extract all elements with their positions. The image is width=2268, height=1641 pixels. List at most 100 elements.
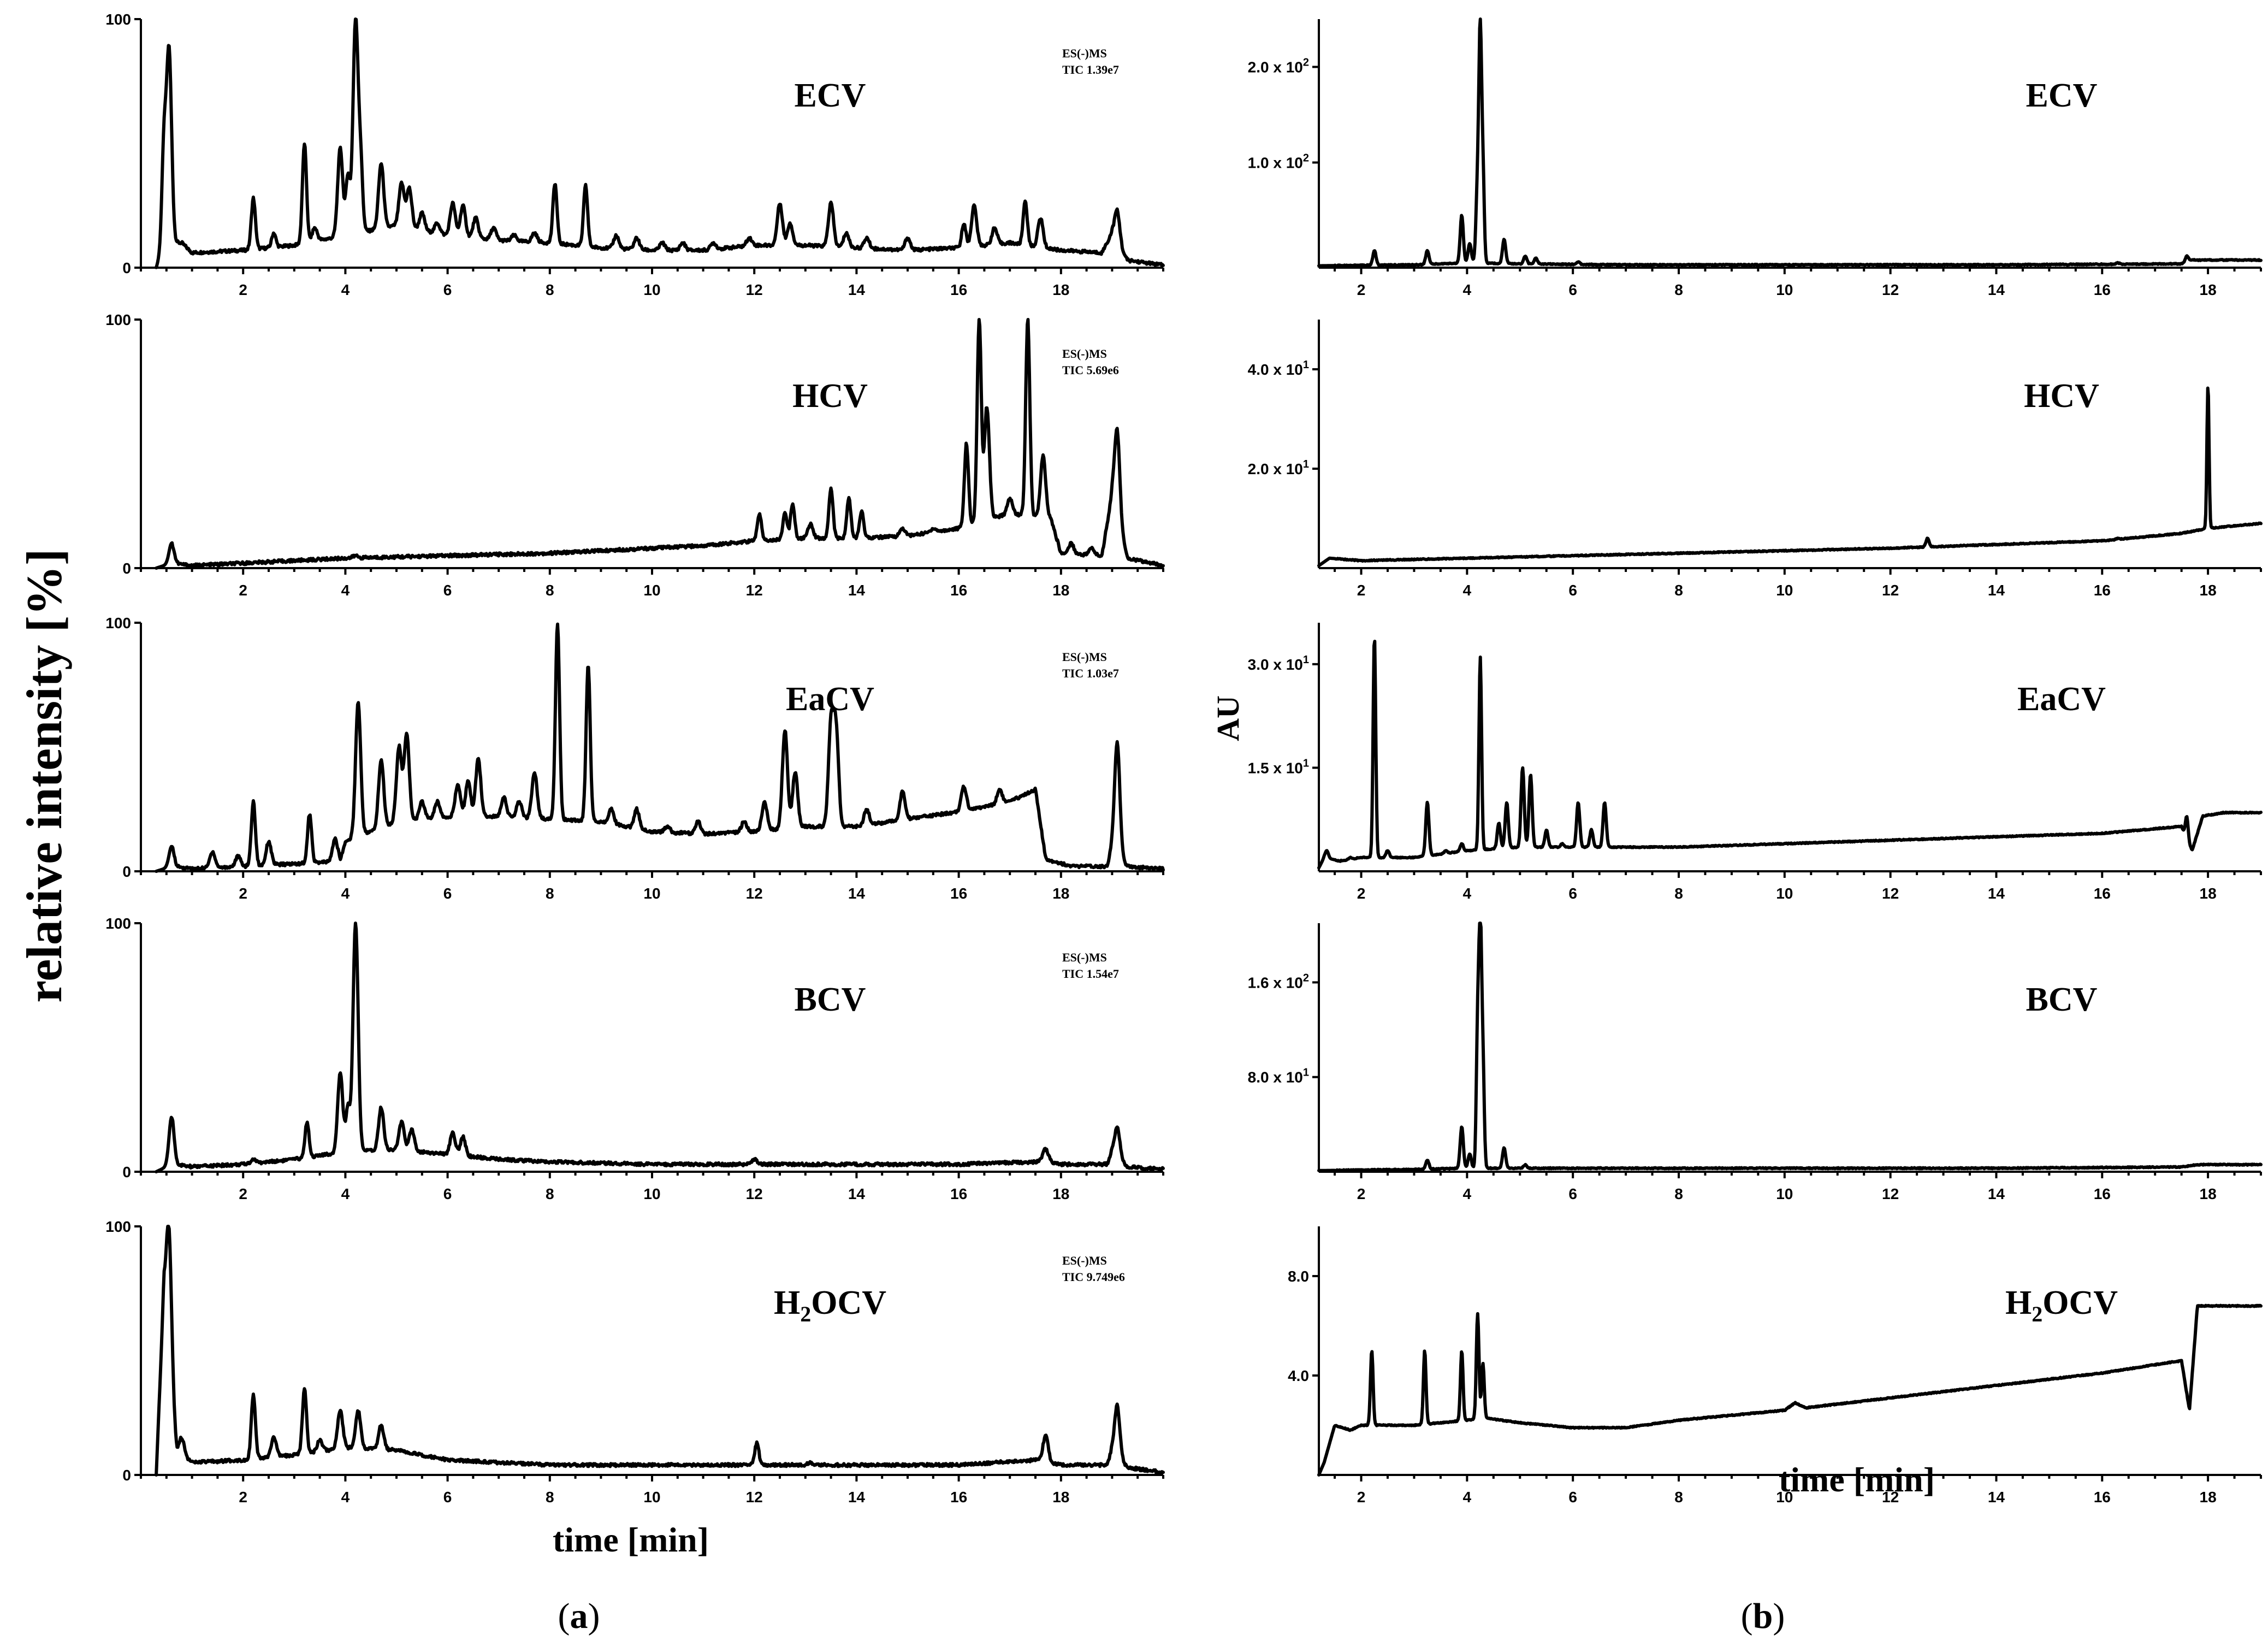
chart-a-bcv: 2 4 6 8 10 12 14 16 18 0 100 BCV ES(-)MS TIC 1.54e7: [105, 915, 1165, 1202]
x-tick-label: 8: [546, 885, 554, 902]
x-tick-label: 12: [746, 885, 763, 902]
x-tick-label: 14: [1988, 281, 2005, 298]
y-tick-label: 4.0: [1288, 1367, 1309, 1384]
ms-annotation: ES(-)MS: [1062, 650, 1107, 664]
x-tick-label: 12: [746, 281, 763, 298]
x-tick-label: 16: [2094, 1185, 2111, 1202]
x-tick-label: 6: [443, 885, 452, 902]
ms-annotation: TIC 9.749e6: [1062, 1270, 1125, 1284]
x-tick-label: 10: [643, 1185, 660, 1202]
x-tick-label: 16: [950, 281, 967, 298]
chart-a-hcv: 2 4 6 8 10 12 14 16 18 0 100 HCV ES(-)MS TIC 5.69e6: [105, 311, 1165, 599]
x-tick-label: 14: [848, 885, 866, 902]
y-tick-label: 100: [105, 1218, 131, 1235]
x-tick-label: 18: [2200, 1185, 2217, 1202]
x-tick-label: 14: [1988, 885, 2005, 902]
x-tick-label: 14: [1988, 582, 2005, 599]
trace-line: [155, 1225, 1165, 1477]
x-tick-label: 14: [1988, 1489, 2005, 1506]
x-tick-label: 4: [1463, 1489, 1472, 1506]
x-tick-label: 10: [643, 281, 660, 298]
x-tick-label: 4: [341, 582, 350, 599]
x-tick-label: 18: [1052, 582, 1069, 599]
x-tick-label: 8: [1674, 1185, 1683, 1202]
x-tick-label: 10: [1776, 885, 1793, 902]
x-tick-label: 14: [848, 1185, 866, 1202]
x-tick-label: 4: [1463, 885, 1472, 902]
y-tick-label: 0: [122, 863, 131, 880]
x-tick-label: 18: [1052, 1185, 1069, 1202]
x-tick-label: 18: [2200, 885, 2217, 902]
y-tick-label: 3.0 x 101: [1248, 654, 1309, 673]
x-tick-label: 18: [1052, 281, 1069, 298]
x-tick-label: 2: [1357, 1185, 1366, 1202]
x-tick-label: 2: [239, 1185, 247, 1202]
y-tick-label: 1.5 x 101: [1248, 757, 1309, 776]
trace-line: [155, 922, 1165, 1173]
x-tick-label: 2: [239, 281, 247, 298]
x-tick-label: 8: [1674, 582, 1683, 599]
left-ylabel: relative intensity [%]: [16, 548, 72, 1002]
x-tick-label: 18: [2200, 582, 2217, 599]
ms-annotation: TIC 1.54e7: [1062, 967, 1119, 981]
x-tick-label: 6: [1568, 281, 1577, 298]
x-tick-label: 6: [1568, 582, 1577, 599]
x-tick-label: 10: [643, 1489, 660, 1506]
x-tick-label: 4: [341, 885, 350, 902]
x-tick-label: 12: [746, 582, 763, 599]
x-tick-label: 2: [239, 1489, 247, 1506]
sample-label: EaCV: [786, 681, 874, 718]
chart-a-eacv: 2 4 6 8 10 12 14 16 18 0 100 EaCV ES(-)MS TIC 1.03e7: [105, 615, 1165, 902]
sample-label: H2OCV: [2005, 1284, 2118, 1326]
x-tick-label: 16: [2094, 582, 2111, 599]
x-tick-label: 16: [950, 1489, 967, 1506]
x-tick-label: 12: [1882, 1185, 1899, 1202]
x-tick-label: 14: [848, 1489, 866, 1506]
x-tick-label: 14: [848, 582, 866, 599]
trace-line: [1317, 17, 2263, 268]
x-tick-label: 16: [950, 1185, 967, 1202]
ms-annotation: ES(-)MS: [1062, 347, 1107, 361]
x-tick-label: 2: [239, 582, 247, 599]
y-tick-label: 0: [122, 1467, 131, 1484]
ms-annotation: TIC 5.69e6: [1062, 363, 1119, 377]
right-ylabel: AU: [1210, 695, 1246, 741]
trace-line: [155, 318, 1165, 570]
y-tick-label: 2.0 x 101: [1248, 458, 1309, 477]
y-tick-label: 100: [105, 615, 131, 631]
x-tick-label: 8: [546, 281, 554, 298]
ms-annotation: ES(-)MS: [1062, 951, 1107, 964]
trace-line: [155, 622, 1165, 873]
x-tick-label: 4: [341, 281, 350, 298]
x-tick-label: 8: [546, 1489, 554, 1506]
ms-annotation: ES(-)MS: [1062, 1254, 1107, 1267]
x-tick-label: 4: [1463, 1185, 1472, 1202]
y-tick-label: 0: [122, 1164, 131, 1180]
chart-a-ecv: 2 4 6 8 10 12 14 16 18 0 100 ECV ES(-)MS TIC 1.39e7: [105, 11, 1165, 298]
x-tick-label: 6: [443, 1185, 452, 1202]
chart-b-bcv: 2 4 6 8 10 12 14 16 18 1.6 x 102 8.0 x 101 BCV: [1248, 922, 2263, 1202]
chart-b-hocv: 2 4 6 8 10 12 14 16 18 8.0 4.0 H2OCV: [1288, 1226, 2263, 1506]
x-tick-label: 2: [1357, 885, 1366, 902]
panel-label-b: (b): [1741, 1596, 1785, 1636]
trace-line: [1317, 386, 2263, 568]
sample-label: BCV: [2026, 981, 2098, 1018]
sample-label: ECV: [795, 77, 866, 114]
x-tick-label: 6: [443, 1489, 452, 1506]
x-tick-label: 2: [239, 885, 247, 902]
panel-label-a: (a): [558, 1596, 600, 1636]
x-tick-label: 10: [1776, 1489, 1793, 1506]
x-tick-label: 16: [2094, 1489, 2111, 1506]
x-tick-label: 2: [1357, 582, 1366, 599]
x-tick-label: 6: [443, 281, 452, 298]
x-tick-label: 18: [1052, 885, 1069, 902]
chart-b-hcv: 2 4 6 8 10 12 14 16 18 4.0 x 101 2.0 x 101 HCV: [1248, 320, 2263, 599]
trace-line: [155, 17, 1165, 269]
y-tick-label: 8.0 x 101: [1248, 1067, 1309, 1086]
x-tick-label: 18: [2200, 1489, 2217, 1506]
x-tick-label: 14: [848, 281, 866, 298]
x-tick-label: 16: [2094, 885, 2111, 902]
x-tick-label: 8: [1674, 281, 1683, 298]
sample-label: EaCV: [2017, 681, 2106, 718]
